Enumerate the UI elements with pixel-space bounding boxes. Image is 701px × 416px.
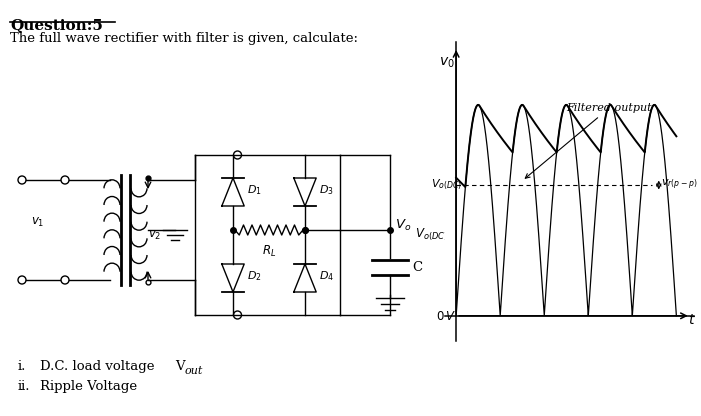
Text: $V_o$: $V_o$ <box>395 218 411 233</box>
Text: $D_4$: $D_4$ <box>319 269 334 283</box>
Text: $V_{o(DC)}$: $V_{o(DC)}$ <box>430 178 462 192</box>
Text: The full wave rectifier with filter is given, calculate:: The full wave rectifier with filter is g… <box>10 32 358 45</box>
Text: $D_1$: $D_1$ <box>247 183 262 197</box>
Text: ii.: ii. <box>18 380 31 393</box>
Text: out: out <box>185 366 203 376</box>
Text: $t$: $t$ <box>688 313 695 327</box>
Text: $V_{o(DC)}$: $V_{o(DC)}$ <box>415 227 448 243</box>
Text: $v_1$: $v_1$ <box>32 215 45 228</box>
Text: $v_2$: $v_2$ <box>149 228 162 242</box>
Text: Question:5: Question:5 <box>10 18 103 32</box>
Text: i.: i. <box>18 360 27 373</box>
Text: V: V <box>175 360 184 373</box>
Text: $D_2$: $D_2$ <box>247 269 262 283</box>
Text: Filtered output: Filtered output <box>525 103 652 178</box>
Text: $0\,V$: $0\,V$ <box>436 310 456 323</box>
Text: $v_0$: $v_0$ <box>439 55 454 70</box>
Text: D.C. load voltage: D.C. load voltage <box>40 360 158 373</box>
Text: C: C <box>412 261 422 274</box>
Text: $R_L$: $R_L$ <box>262 244 276 259</box>
Text: Ripple Voltage: Ripple Voltage <box>40 380 137 393</box>
Text: $D_3$: $D_3$ <box>319 183 334 197</box>
Text: $v_{r(p-p)}$: $v_{r(p-p)}$ <box>662 178 698 192</box>
